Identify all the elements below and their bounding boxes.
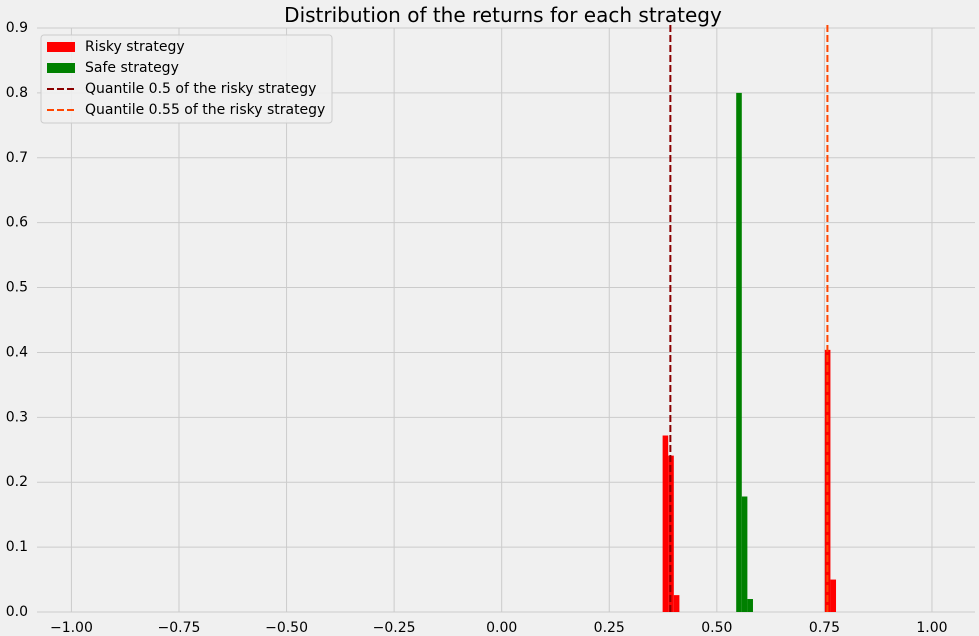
histogram-bar-safe bbox=[736, 92, 742, 612]
chart-title: Distribution of the returns for each str… bbox=[284, 3, 722, 27]
y-axis-ticks: 0.0 0.1 0.2 0.3 0.4 0.5 0.6 0.7 0.8 0.9 bbox=[6, 20, 28, 620]
legend-swatch-1 bbox=[47, 63, 75, 73]
x-tick-label: 0.00 bbox=[486, 620, 517, 636]
histogram-bar-risky bbox=[662, 435, 669, 612]
y-tick-label: 0.5 bbox=[6, 280, 28, 296]
legend-label-0: Risky strategy bbox=[85, 39, 185, 55]
y-tick-label: 0.2 bbox=[6, 474, 28, 490]
x-tick-label: −0.50 bbox=[265, 620, 308, 636]
y-tick-label: 0.3 bbox=[6, 409, 28, 425]
legend-box bbox=[40, 34, 333, 124]
histogram-bar-risky bbox=[830, 579, 837, 612]
y-tick-label: 0.1 bbox=[6, 539, 28, 555]
y-tick-label: 0.4 bbox=[6, 344, 28, 360]
x-tick-label: 1.00 bbox=[916, 620, 947, 636]
histogram-bar-risky bbox=[673, 595, 680, 612]
histogram-bar-safe bbox=[747, 599, 753, 612]
x-tick-label: 0.50 bbox=[701, 620, 732, 636]
y-tick-label: 0.9 bbox=[6, 20, 28, 36]
quantile-lines bbox=[669, 25, 829, 612]
legend-label-1: Safe strategy bbox=[85, 60, 179, 76]
x-tick-label: −0.75 bbox=[158, 620, 201, 636]
legend: Risky strategy Safe strategy Quantile 0.5 … bbox=[40, 34, 333, 124]
histogram-bar-safe bbox=[741, 496, 748, 612]
y-tick-label: 0.8 bbox=[6, 85, 28, 101]
y-tick-label: 0.0 bbox=[6, 604, 28, 620]
grid bbox=[37, 27, 975, 613]
y-tick-label: 0.6 bbox=[6, 215, 28, 231]
y-tick-label: 0.7 bbox=[6, 150, 28, 166]
x-tick-label: 0.25 bbox=[594, 620, 625, 636]
x-tick-label: −0.25 bbox=[373, 620, 416, 636]
x-tick-label: 0.75 bbox=[809, 620, 840, 636]
x-axis-ticks: −1.00 −0.75 −0.50 −0.25 0.00 0.25 0.50 0.75 1.00 bbox=[50, 620, 948, 636]
x-tick-label: −1.00 bbox=[50, 620, 93, 636]
histogram-bar-risky bbox=[668, 455, 674, 612]
legend-label-2: Quantile 0.5 of the risky strategy bbox=[85, 81, 316, 97]
legend-swatch-0 bbox=[47, 42, 75, 52]
legend-label-3: Quantile 0.55 of the risky strategy bbox=[85, 102, 325, 118]
